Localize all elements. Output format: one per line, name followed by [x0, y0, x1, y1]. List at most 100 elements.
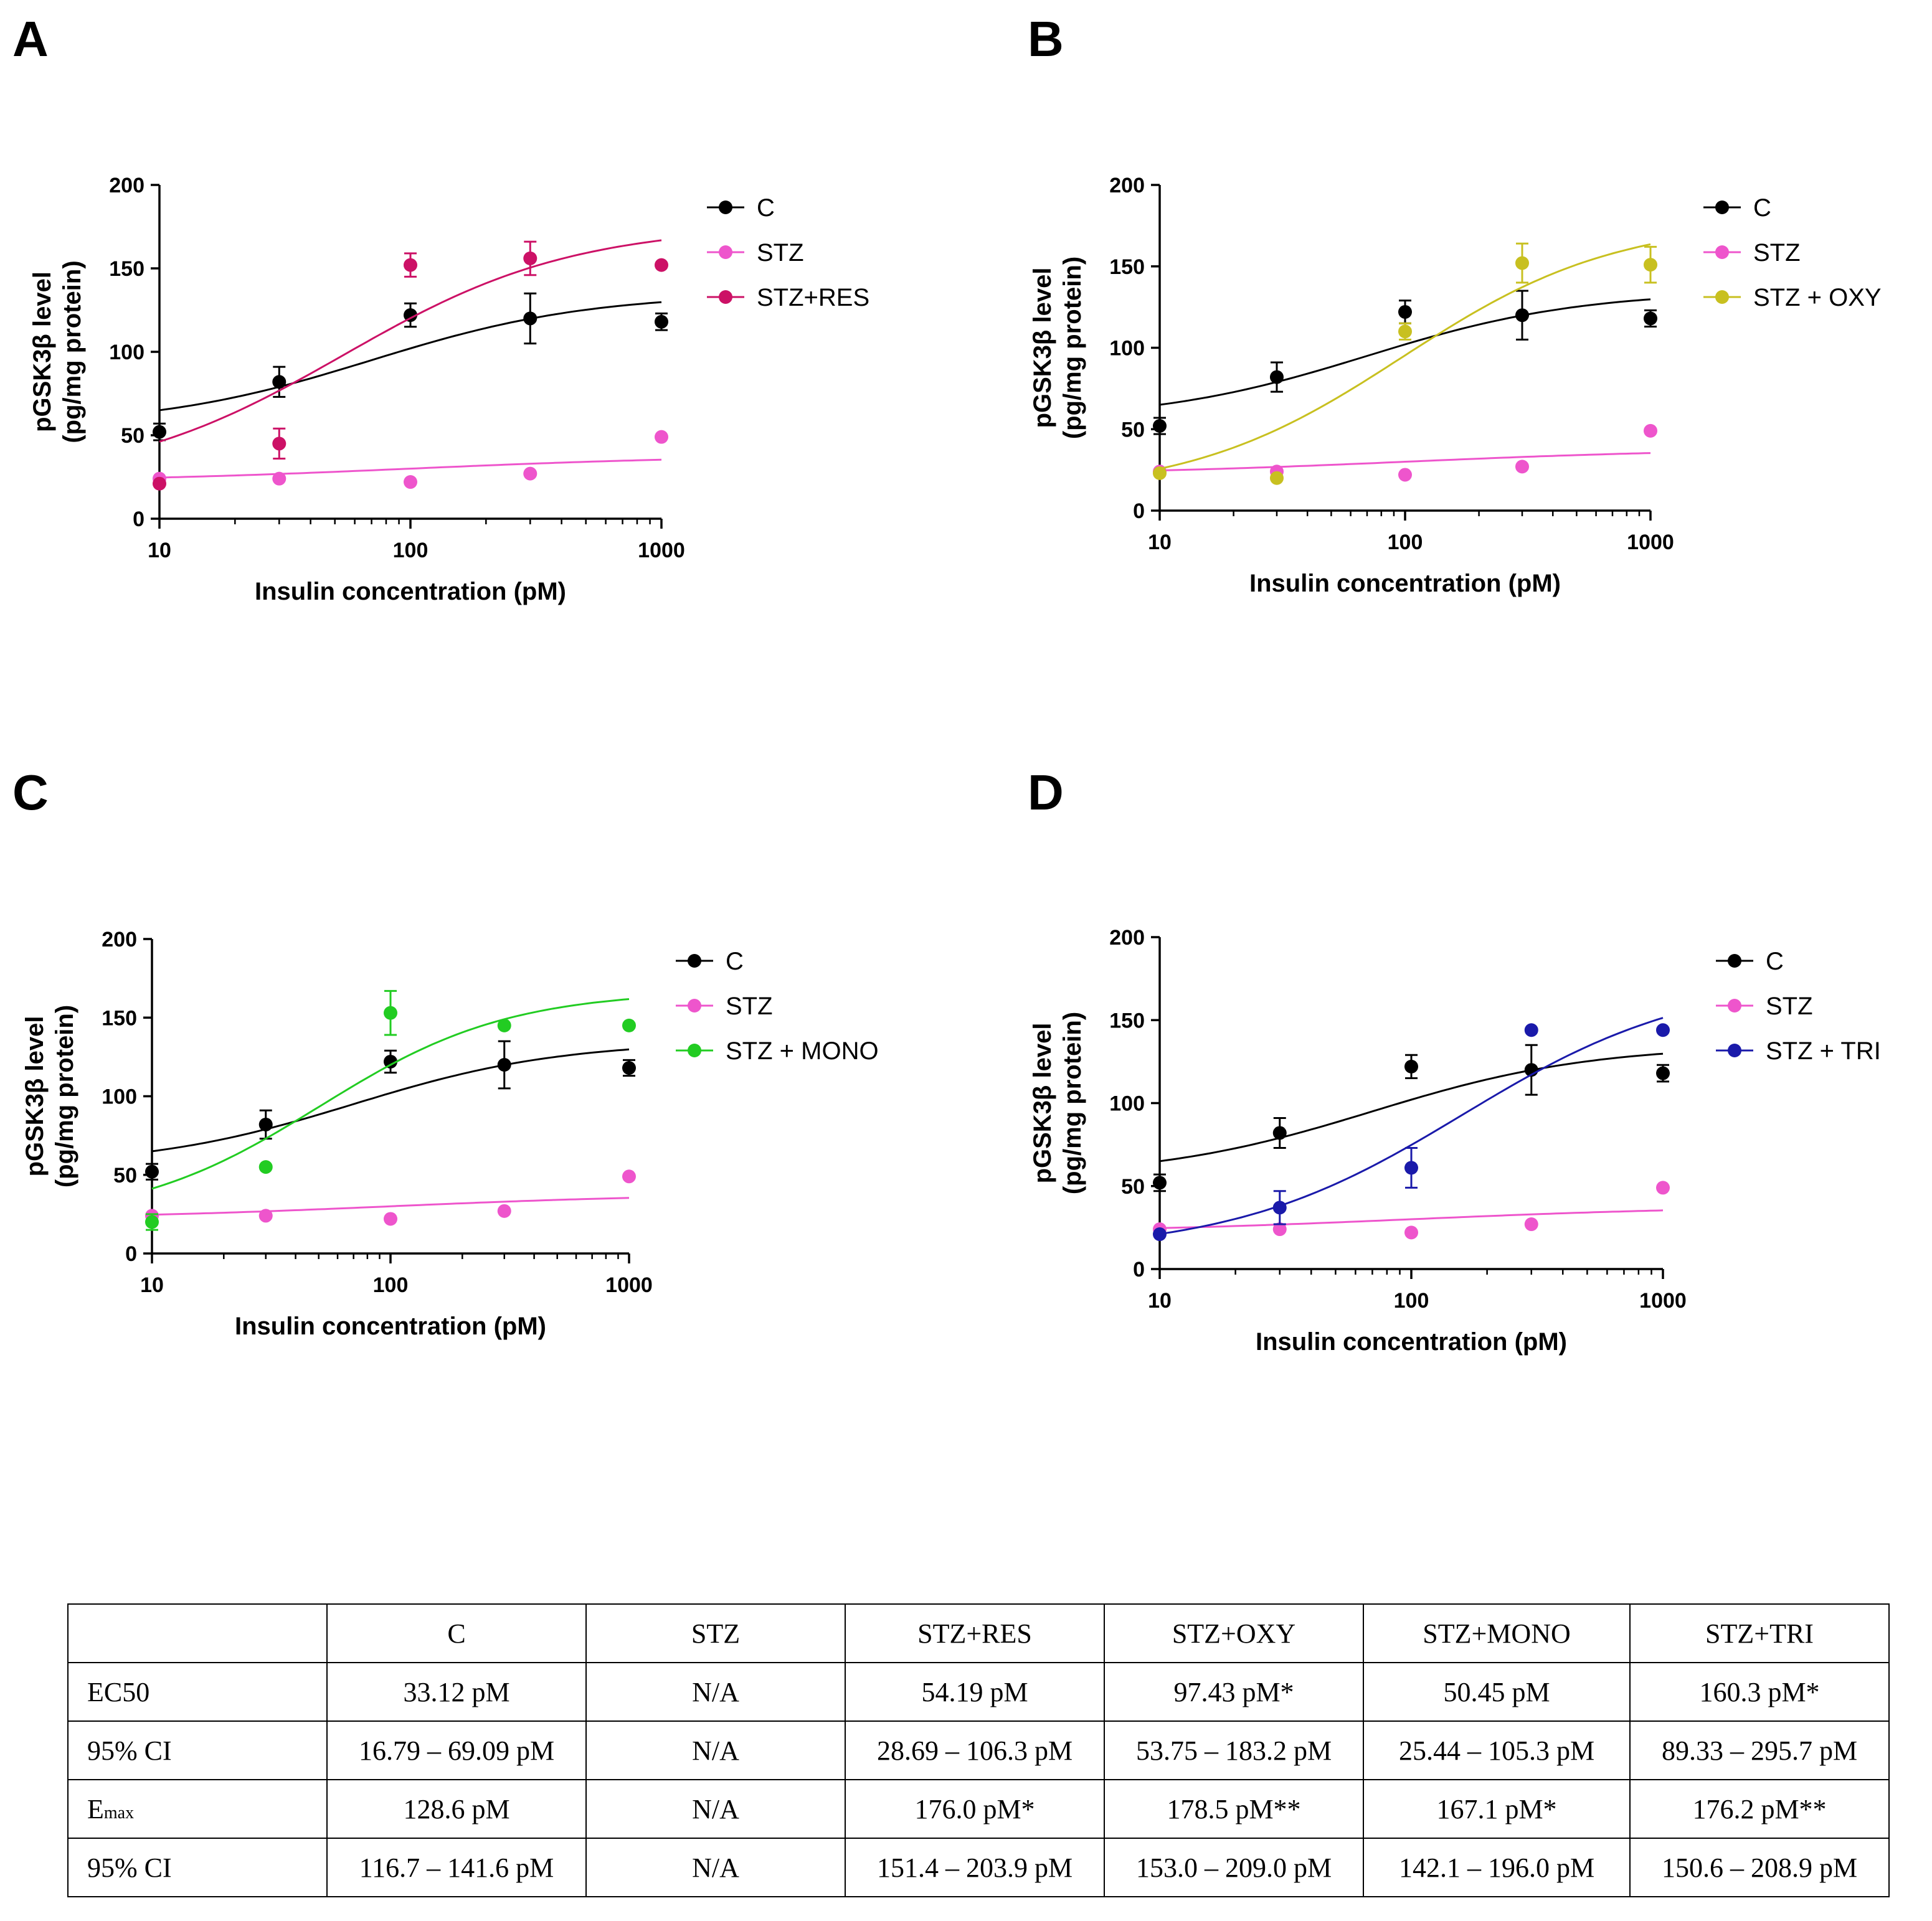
panel-letter-E: E [12, 1496, 45, 1507]
table-header-cell: STZ [585, 1603, 846, 1663]
table-row-label: 95% CI [67, 1720, 328, 1780]
y-tick-label: 150 [109, 257, 144, 281]
data-point [497, 1058, 511, 1072]
legend-marker [688, 1044, 701, 1057]
table-cell: 25.44 – 105.3 pM [1363, 1720, 1631, 1780]
fit-curve [159, 458, 662, 479]
data-point [1153, 466, 1167, 480]
y-axis-title-line1: pGSK3β level [1029, 268, 1056, 428]
y-axis-title-line2: (pg/mg protein) [51, 1005, 78, 1187]
legend-entry: STZ [676, 993, 773, 1020]
table-cell: 28.69 – 106.3 pM [845, 1720, 1105, 1780]
data-point [655, 314, 668, 329]
table-cell: 178.5 pM** [1104, 1779, 1364, 1839]
table-row-label: 95% CI [67, 1838, 328, 1897]
y-tick-label: 100 [1109, 1092, 1145, 1116]
x-tick-label: 10 [1148, 1289, 1172, 1313]
fit-curve [1159, 452, 1651, 471]
legend-entry: STZ [707, 239, 804, 267]
data-point [523, 466, 537, 481]
panel-letter-B: B [1028, 11, 1064, 67]
x-tick-label: 10 [148, 539, 171, 562]
legend-label: STZ [757, 239, 804, 267]
data-point [1656, 1023, 1670, 1037]
data-point [272, 437, 286, 451]
series-stz-res [153, 239, 668, 491]
x-tick-label: 100 [1394, 1289, 1429, 1313]
series-stz-mono [145, 989, 636, 1231]
legend-entry: STZ [1716, 993, 1813, 1020]
legend-entry: STZ [1703, 239, 1801, 267]
series-c [1153, 290, 1657, 435]
legend-label: C [1753, 194, 1771, 222]
data-point [404, 258, 417, 272]
series-stz [1153, 423, 1657, 482]
table-cell: 160.3 pM* [1629, 1662, 1890, 1722]
y-tick-label: 0 [1133, 499, 1145, 523]
legend-label: STZ [1766, 993, 1813, 1020]
legend-label: STZ+RES [757, 284, 869, 311]
data-point [1398, 304, 1412, 319]
data-point [1272, 1126, 1287, 1140]
legend-marker [1715, 245, 1729, 259]
y-tick-label: 200 [102, 928, 137, 951]
chart-panel-D: D 0 50 100 150 200 10 100 1000 Insulin concentrat… [1028, 765, 1881, 1356]
results-table-wrapper: C STZ STZ+RES STZ+OXY STZ+MONO STZ+TRI E… [67, 1603, 1890, 1897]
data-point [655, 430, 668, 444]
legend-entry: STZ + TRI [1716, 1037, 1881, 1065]
data-point [1644, 311, 1657, 326]
data-point [404, 308, 417, 323]
data-point [384, 1006, 397, 1020]
fit-curve [1159, 1017, 1664, 1235]
x-tick-label: 1000 [605, 1273, 653, 1297]
data-point [1153, 419, 1167, 433]
legend-marker [1728, 999, 1741, 1012]
table-cell: N/A [585, 1720, 846, 1780]
data-point [1515, 308, 1529, 323]
legend-marker [719, 201, 732, 214]
series-stz [1153, 1181, 1670, 1240]
y-tick-label: 150 [102, 1006, 137, 1030]
data-point [1656, 1181, 1670, 1195]
panel-letter-C: C [12, 765, 49, 820]
data-point [258, 1209, 273, 1223]
series-stz [145, 1169, 636, 1226]
x-axis-title: Insulin concentration (pM) [235, 1313, 546, 1340]
panel-letter-D: D [1028, 765, 1064, 820]
y-tick-label: 100 [102, 1085, 137, 1109]
table-cell: N/A [585, 1838, 846, 1897]
legend-marker [1728, 954, 1741, 968]
data-point [1524, 1217, 1538, 1232]
data-point [384, 1054, 397, 1069]
y-axis-title-line1: pGSK3β level [1029, 1023, 1056, 1184]
data-point [1153, 1176, 1167, 1190]
y-tick-label: 50 [113, 1164, 137, 1187]
y-axis-title: pGSK3β level (pg/mg protein) [1029, 1012, 1086, 1194]
x-tick-label: 1000 [638, 539, 685, 562]
y-tick-label: 200 [109, 174, 144, 197]
y-axis-title-line1: pGSK3β level [29, 271, 56, 432]
table-header-cell: C [326, 1603, 587, 1663]
fit-curve [151, 1197, 630, 1216]
legend-marker [1715, 201, 1729, 214]
data-point [1515, 460, 1529, 474]
fit-curve [159, 239, 662, 443]
data-point [622, 1018, 636, 1032]
table-cell: 50.45 pM [1363, 1662, 1631, 1722]
data-point [1269, 471, 1284, 485]
table-header-cell: STZ+OXY [1104, 1603, 1364, 1663]
table-row: Emax 128.6 pM N/A 176.0 pM* 178.5 pM** 1… [67, 1779, 1890, 1839]
panel-letter-A: A [12, 11, 49, 67]
y-axis-title-line2: (pg/mg protein) [1059, 1012, 1086, 1194]
table-cell: 142.1 – 196.0 pM [1363, 1838, 1631, 1897]
legend-entry: C [707, 194, 775, 222]
series-stz-tri [1153, 1017, 1670, 1242]
legend-label: STZ [726, 993, 773, 1020]
table-cell: 53.75 – 183.2 pM [1104, 1720, 1364, 1780]
data-point [1404, 1225, 1418, 1240]
data-point [1404, 1161, 1418, 1175]
legend-label: STZ + TRI [1766, 1037, 1881, 1065]
table-header-cell: STZ+RES [845, 1603, 1105, 1663]
data-point [272, 375, 286, 389]
data-point [1269, 370, 1284, 384]
